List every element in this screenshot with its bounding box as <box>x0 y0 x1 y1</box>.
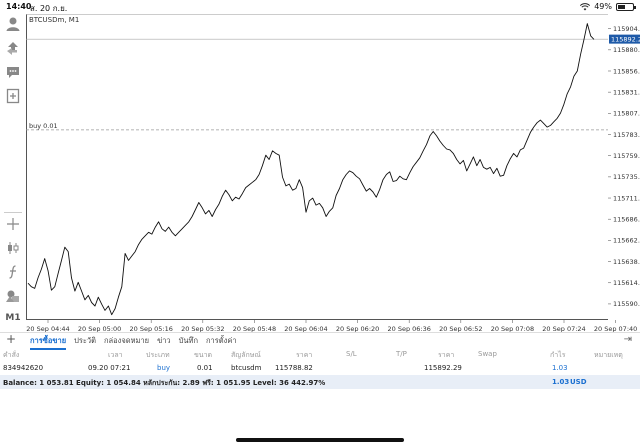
total-profit: 1.03 <box>552 378 570 386</box>
header-comment[interactable]: หมายเหตุ <box>594 351 623 359</box>
current-price-tag: 115892.29 <box>609 34 640 44</box>
status-date: ส. 20 ก.ย. <box>30 4 68 13</box>
price-chart[interactable]: 115904.33 115880.15 115856.00 115831.85 1158… <box>26 14 640 333</box>
y-tick-label: 115904.33 <box>613 25 640 33</box>
y-tick-label: 115807.70 <box>613 110 640 118</box>
tab-mailbox[interactable]: กล่องจดหมาย <box>104 336 150 345</box>
x-tick-label: 20 Sep 05:16 <box>130 325 173 333</box>
y-tick-label: 115638.65 <box>613 258 640 266</box>
total-currency: USD <box>570 378 587 386</box>
x-tick-label: 20 Sep 05:48 <box>233 325 276 333</box>
chat-icon[interactable] <box>5 64 21 80</box>
y-tick-label: 115831.85 <box>613 88 640 96</box>
x-axis: 20 Sep 04:44 20 Sep 05:00 20 Sep 05:16 20 S… <box>26 320 637 333</box>
x-tick-label: 20 Sep 04:44 <box>26 325 69 333</box>
price-series-line <box>27 23 595 316</box>
current-price-label: 115892.29 <box>611 35 640 43</box>
tab-history[interactable]: ประวัติ <box>74 336 97 345</box>
x-tick-label: 20 Sep 06:36 <box>388 325 431 333</box>
trade-table: คำสั่ง เวลา ประเภท ขนาด สัญลักษณ์ ราคา S… <box>0 347 640 389</box>
y-tick-label: 115880.15 <box>613 46 640 54</box>
y-tick-label: 115711.10 <box>613 194 640 202</box>
cell-time: 09.20 07:21 <box>88 364 131 372</box>
chart-frame <box>26 14 608 320</box>
y-tick-label: 115856.00 <box>613 67 640 75</box>
header-volume[interactable]: ขนาด <box>194 351 213 359</box>
tab-journal[interactable]: บันทึก <box>178 336 199 345</box>
x-tick-label: 20 Sep 06:20 <box>336 325 379 333</box>
candlestick-icon[interactable] <box>5 240 21 256</box>
toolbar-divider <box>4 212 22 213</box>
account-icon[interactable] <box>5 16 21 32</box>
trade-icon[interactable] <box>5 40 21 56</box>
header-swap[interactable]: Swap <box>478 350 497 358</box>
cell-profit: 1.03 <box>552 364 568 372</box>
terminal-tabs-bar: + การซื้อขาย ประวัติ กล่องจดหมาย ข่าว บั… <box>0 332 640 350</box>
x-tick-label: 20 Sep 05:32 <box>181 325 224 333</box>
y-tick-label: 115590.35 <box>613 300 640 308</box>
indicator-icon[interactable] <box>5 264 21 280</box>
tab-settings[interactable]: การตั้งค่า <box>206 336 237 345</box>
header-order[interactable]: คำสั่ง <box>3 351 20 359</box>
header-tp[interactable]: T/P <box>396 350 407 358</box>
table-header: คำสั่ง เวลา ประเภท ขนาด สัญลักษณ์ ราคา S… <box>0 347 640 361</box>
status-time: 14:40 <box>6 2 32 11</box>
tab-news[interactable]: ข่าว <box>157 336 171 345</box>
crosshair-icon[interactable] <box>5 216 21 232</box>
table-row[interactable]: 834942620 09.20 07:21 buy 0.01 btcusdm 1… <box>0 361 640 375</box>
battery-icon <box>616 2 636 11</box>
x-tick-label: 20 Sep 05:00 <box>78 325 121 333</box>
header-price[interactable]: ราคา <box>296 351 313 359</box>
cell-symbol: btcusdm <box>231 364 262 372</box>
y-tick-label: 115735.25 <box>613 173 640 181</box>
x-tick-label: 20 Sep 07:40 <box>594 325 637 333</box>
terminal-tabs: การซื้อขาย ประวัติ กล่องจดหมาย ข่าว บันท… <box>30 335 237 350</box>
y-tick-label: 115662.80 <box>613 237 640 245</box>
status-right: 49% <box>580 2 636 11</box>
status-bar: 14:40 ส. 20 ก.ย. 49% <box>0 0 640 14</box>
logout-icon[interactable]: ⇥ <box>623 334 632 345</box>
cell-order: 834942620 <box>3 364 44 372</box>
y-tick-label: 115614.50 <box>613 279 640 287</box>
balance-row: Balance: 1 053.81 Equity: 1 054.84 หลักป… <box>0 375 640 389</box>
x-tick-label: 20 Sep 06:52 <box>439 325 482 333</box>
x-tick-label: 20 Sep 06:04 <box>284 325 327 333</box>
new-order-icon[interactable]: + <box>6 332 17 346</box>
x-tick-label: 20 Sep 07:24 <box>542 325 585 333</box>
chart-toolbar: M1 <box>0 14 26 326</box>
home-indicator <box>236 438 404 442</box>
symbol-label: BTCUSDm, M1 <box>29 16 80 24</box>
x-tick-label: 20 Sep 07:08 <box>491 325 534 333</box>
wifi-icon <box>580 2 591 10</box>
y-tick-label: 115783.55 <box>613 131 640 139</box>
header-profit[interactable]: กำไร <box>550 351 566 359</box>
cell-price: 115788.82 <box>275 364 313 372</box>
chart-svg: 115904.33 115880.15 115856.00 115831.85 1158… <box>26 23 640 333</box>
buy-line-label: buy 0.01 <box>29 121 58 130</box>
y-tick-label: 115686.95 <box>613 216 640 224</box>
y-tick-label: 115759.40 <box>613 152 640 160</box>
cell-type: buy <box>157 364 171 372</box>
objects-icon[interactable] <box>5 288 21 304</box>
header-type[interactable]: ประเภท <box>146 351 170 359</box>
cell-current-price: 115892.29 <box>424 364 462 372</box>
header-symbol[interactable]: สัญลักษณ์ <box>231 351 261 359</box>
header-sl[interactable]: S/L <box>346 350 357 358</box>
y-axis: 115904.33 115880.15 115856.00 115831.85 1158… <box>608 25 640 308</box>
tab-trade[interactable]: การซื้อขาย <box>30 335 67 350</box>
cell-volume: 0.01 <box>197 364 213 372</box>
timeframe-button[interactable]: M1 <box>5 313 21 323</box>
add-chart-icon[interactable] <box>5 88 21 104</box>
balance-summary: Balance: 1 053.81 Equity: 1 054.84 หลักป… <box>3 379 326 387</box>
battery-percent: 49% <box>594 2 612 11</box>
header-time[interactable]: เวลา <box>108 351 123 359</box>
header-current-price[interactable]: ราคา <box>438 351 455 359</box>
